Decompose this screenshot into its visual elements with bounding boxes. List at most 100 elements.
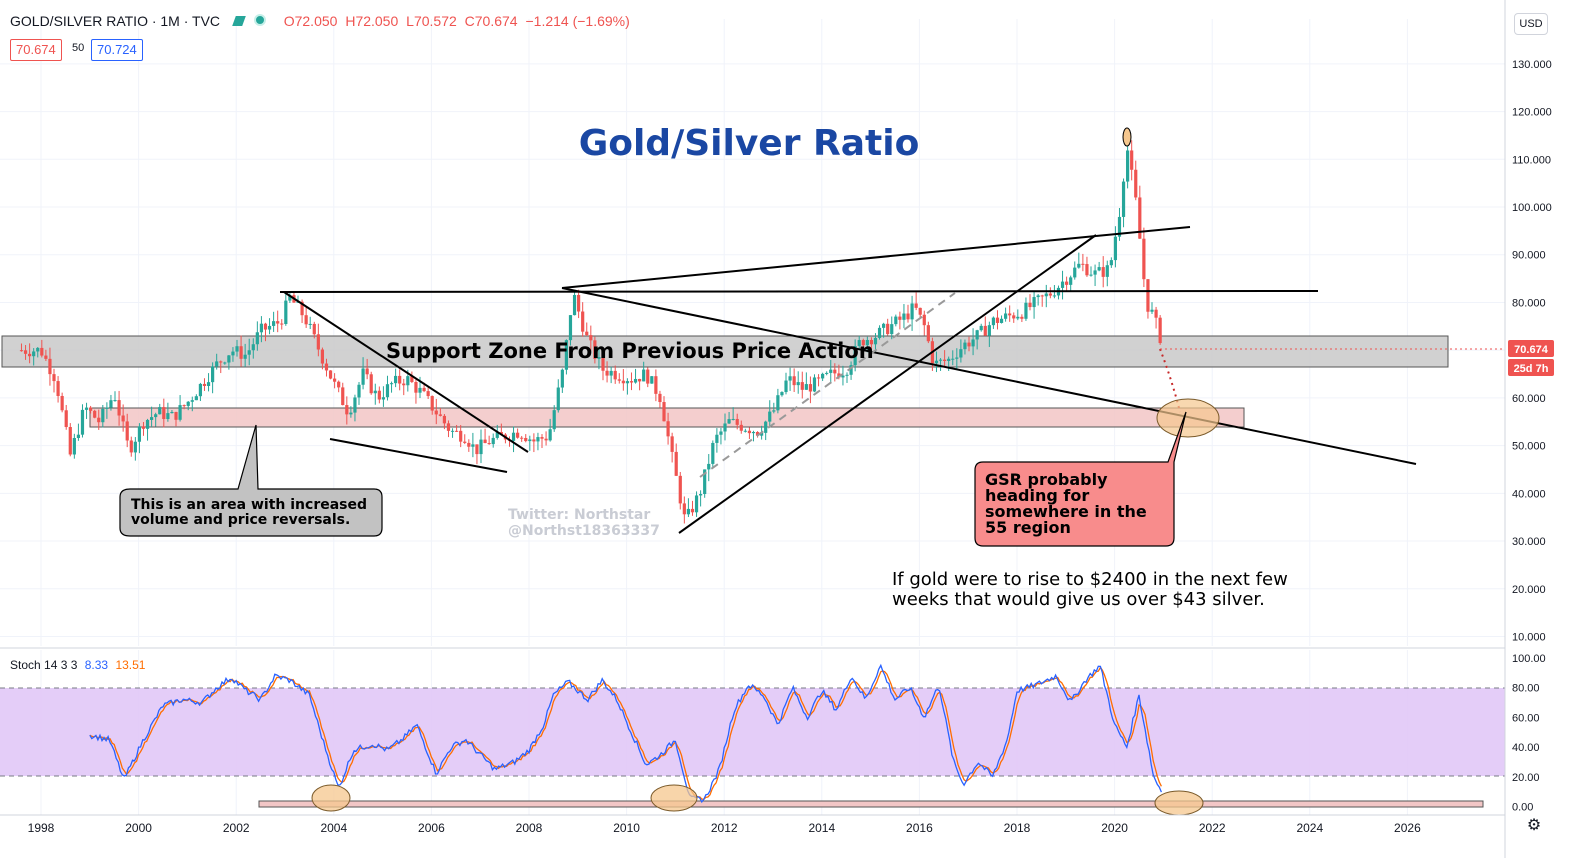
currency-button[interactable]: USD (1514, 13, 1548, 35)
candle-body (280, 323, 284, 325)
candle-body (1150, 309, 1154, 312)
price-tick-label: 50.000 (1512, 441, 1546, 453)
time-tick-label: 2020 (1101, 821, 1128, 835)
candle-body (150, 417, 154, 420)
candle-body (731, 418, 735, 420)
candle-body (308, 323, 312, 325)
candle-body (430, 396, 434, 411)
candle-body (674, 451, 678, 476)
candle-body (170, 411, 174, 414)
market-status-icon (232, 16, 246, 26)
candle-body (377, 390, 381, 400)
spread-label: 50 (72, 42, 85, 54)
candle-body (158, 407, 162, 415)
close-value: C70.674 (464, 13, 518, 29)
stoch-d-value: 13.51 (115, 658, 146, 672)
time-tick-label: 2008 (516, 821, 543, 835)
candle-body (182, 405, 186, 407)
candle-body (894, 316, 898, 325)
candle-body (784, 380, 788, 393)
candle-body (446, 423, 451, 431)
candle-body (552, 410, 556, 430)
candle-body (568, 315, 573, 341)
candle-body (137, 426, 142, 442)
candle-body (991, 317, 996, 326)
candle-body (764, 421, 768, 433)
candle-body (572, 294, 577, 316)
support-zone (1, 335, 1449, 368)
buy-price-box[interactable]: 70.724 (91, 39, 143, 61)
candle-body (328, 370, 333, 379)
candle-body (259, 323, 264, 333)
candle-body (808, 384, 813, 392)
candle-body (613, 370, 617, 380)
candle-body (56, 381, 60, 396)
candle-body (1065, 281, 1069, 285)
candle-body (707, 463, 711, 470)
candle-body (202, 383, 207, 386)
candle-body (44, 355, 48, 359)
chart-title: Gold/Silver Ratio (579, 123, 920, 164)
candle-body (1121, 181, 1126, 217)
target-ellipse (1156, 398, 1220, 438)
candle-body (68, 427, 72, 455)
candle-body (385, 384, 390, 398)
peak-ellipse (1122, 127, 1132, 147)
candle-body (1077, 263, 1081, 268)
candle-body (825, 372, 829, 374)
price-grid (0, 19, 1505, 646)
candle-body (166, 413, 170, 420)
candle-body (601, 357, 605, 371)
candle-body (381, 397, 386, 400)
stoch-ellipse-2011 (650, 784, 698, 812)
candle-body (320, 349, 325, 364)
area-callout-line-1: This is an area with increased (131, 497, 367, 513)
time-tick-label: 2000 (125, 821, 152, 835)
stoch-ellipse-2004 (311, 784, 351, 812)
candle-body (324, 363, 329, 371)
stoch-ellipse-2021 (1154, 790, 1204, 816)
candle-body (886, 323, 890, 335)
candle-body (837, 373, 841, 378)
candle-body (434, 410, 438, 415)
candle-body (577, 294, 581, 312)
candle-body (1040, 295, 1044, 297)
symbol-label[interactable]: GOLD/SILVER RATIO · 1M · TVC (10, 13, 221, 29)
candle-body (1052, 295, 1057, 297)
candle-body (1044, 293, 1048, 297)
candle-body (1060, 281, 1065, 288)
time-axis-labels[interactable]: 1998 2000 2002 2004 2006 2008 2010 2012 2014 2016… (28, 821, 1421, 835)
candle-body (1081, 263, 1085, 265)
candle-body (882, 323, 886, 328)
settings-gear-icon[interactable]: ⚙ (1526, 817, 1542, 834)
candle-body (235, 346, 239, 352)
time-tick-label: 2002 (223, 821, 250, 835)
candle-body (1113, 236, 1118, 261)
candle-body (304, 315, 308, 325)
candle-body (32, 351, 36, 357)
sell-price-box[interactable]: 70.674 (10, 39, 62, 61)
candle-body (654, 376, 658, 394)
candle-body (719, 431, 723, 435)
candle-body (101, 408, 105, 423)
stoch-label[interactable]: Stoch 14 3 3 (10, 658, 78, 672)
candle-body (621, 380, 625, 384)
candle-body (821, 373, 825, 379)
candle-body (28, 353, 32, 357)
candle-body (72, 438, 76, 455)
candle-body (190, 400, 194, 402)
candle-body (239, 346, 243, 359)
stoch-axis-labels[interactable]: 0.00 20.00 40.00 60.00 80.00 100.00 (1512, 653, 1546, 814)
gsr-line-1: GSR probably (985, 470, 1108, 489)
price-tick-label: 20.000 (1512, 584, 1546, 596)
time-tick-label: 2024 (1296, 821, 1323, 835)
candle-body (898, 316, 902, 320)
candle-body (288, 295, 292, 301)
candle-body (341, 387, 345, 406)
candle-body (662, 402, 666, 422)
candle-body (491, 437, 495, 445)
candle-body (1028, 302, 1032, 308)
candle-body (943, 359, 947, 361)
candle-body (1130, 150, 1134, 170)
